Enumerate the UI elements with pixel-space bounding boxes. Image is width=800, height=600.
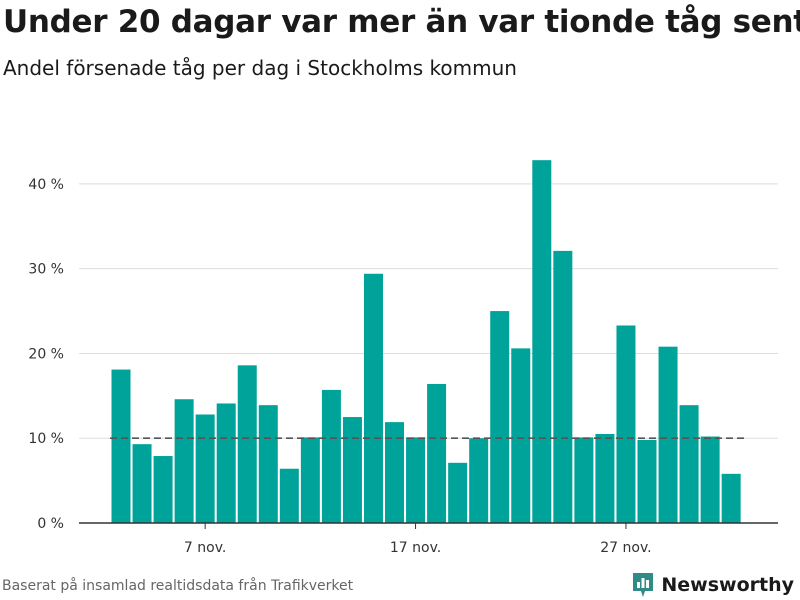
bar [111,369,131,523]
bar [279,468,299,523]
y-tick-label: 40 % [28,177,64,193]
x-tick-label: 27 nov. [600,540,651,556]
chart-title: Under 20 dagar var mer än var tionde tåg… [3,4,800,40]
bar [363,273,383,523]
bar [490,311,510,523]
bar [406,437,426,523]
bar [174,399,194,523]
chart-subtitle: Andel försenade tåg per dag i Stockholms… [3,56,517,80]
bar [258,405,278,523]
y-tick-label: 0 % [37,516,64,532]
bar [342,417,362,523]
y-tick-label: 20 % [28,346,64,362]
bar [216,403,236,523]
brand-logo: Newsworthy [631,570,794,600]
bar [511,348,531,523]
bar [574,437,594,523]
y-tick-label: 10 % [28,431,64,447]
bar [637,439,657,523]
newsworthy-logo-icon [633,573,654,597]
y-tick-label: 30 % [28,262,64,278]
x-tick-label: 17 nov. [390,540,441,556]
bar [532,160,552,523]
source-note: Baserat på insamlad realtidsdata från Tr… [2,578,354,594]
bar [721,473,741,523]
bar [427,383,447,523]
bar [321,389,341,523]
bar [195,414,215,523]
bar [658,346,678,523]
bar [616,325,636,523]
bar [153,456,173,523]
bar [700,436,720,523]
brand-name: Newsworthy [661,574,794,596]
bar [132,444,152,523]
x-tick-label: 7 nov. [184,540,226,556]
bar [595,433,615,523]
bar [679,405,699,523]
bar [469,438,489,523]
bar [553,250,573,523]
bar [448,462,468,523]
bar [237,365,257,523]
bar [385,422,405,523]
bar [300,437,320,523]
